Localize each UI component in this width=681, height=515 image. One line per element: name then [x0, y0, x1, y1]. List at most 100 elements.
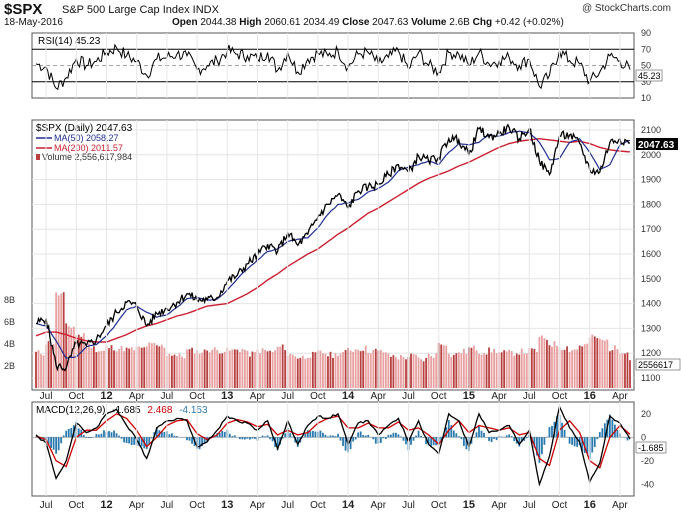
macd-hist-bar — [67, 428, 70, 438]
volume-bar — [354, 349, 357, 388]
macd-hist-bar — [608, 414, 611, 438]
macd-hist-bar — [495, 437, 498, 441]
x-tick-label: Apr — [491, 500, 507, 511]
volume-bar — [608, 351, 611, 388]
volume-bar — [342, 351, 344, 388]
x-tick-label: Oct — [552, 500, 568, 511]
volume-bar — [606, 339, 609, 388]
macd-hist-bar — [344, 437, 347, 451]
macd-hist-bar — [357, 432, 360, 438]
volume-bar — [299, 357, 302, 388]
volume-bar — [480, 354, 483, 388]
volume-bar — [324, 353, 327, 388]
volume-bar — [332, 357, 334, 388]
volume-bar — [90, 348, 93, 388]
macd-hist-bar — [327, 436, 329, 438]
rsi-label: RSI(14) 45.23 — [38, 36, 101, 47]
volume-bar — [322, 353, 324, 388]
volume-bar — [490, 352, 493, 388]
macd-label-group: MACD(12,26,9) -1.685 2.468 -4.153 — [36, 405, 208, 416]
macd-hist-bar — [440, 437, 443, 441]
copyright[interactable]: @ StockCharts.com — [581, 3, 671, 14]
volume-bar — [624, 353, 626, 388]
price-tick-label: 1800 — [641, 199, 661, 209]
x-tick-label-mid: Oct — [552, 391, 568, 402]
macd-hist-bar — [367, 434, 370, 438]
volume-bar — [389, 356, 392, 388]
volume-bar — [125, 347, 128, 388]
macd-panel: 20 0 -20 -40 MACD(12,26,9) -1.685 2.468 -4.… — [31, 401, 667, 497]
volume-bar — [40, 354, 42, 388]
volume-bar — [530, 348, 533, 388]
x-axis: Jul Jul Oct Oct 12 12 Apr Apr Jul Jul Oct Oct 13 13 Ap… — [40, 33, 628, 511]
volume-bar — [422, 361, 425, 388]
volume-bar — [231, 349, 234, 388]
legend-volume: Volume 2,556,617,984 — [42, 152, 132, 162]
volume-bar — [145, 346, 148, 388]
macd-hist-bar — [264, 436, 266, 438]
macd-hist-bar — [176, 436, 178, 438]
volume-bar — [35, 351, 37, 388]
macd-hist-bar — [513, 437, 516, 442]
volume-bar — [62, 292, 65, 388]
macd-hist-bar — [145, 437, 148, 450]
volume-bar — [367, 352, 370, 388]
macd-hist-bar — [168, 434, 171, 438]
volume-bar — [440, 344, 443, 388]
volume-bar — [198, 353, 201, 388]
macd-hist-bar — [541, 437, 543, 455]
macd-hist-bar — [228, 433, 231, 438]
macd-hist-bar — [596, 437, 599, 440]
high-label: High — [239, 17, 262, 28]
close-value: 2047.63 — [372, 17, 409, 28]
macd-hist-bar — [244, 437, 246, 440]
price-legend: $SPX (Daily) 2047.63 MA(50) 2058.27 MA(2… — [36, 123, 133, 162]
x-tick-label: Apr — [250, 500, 266, 511]
volume-bar — [140, 347, 143, 388]
volume-bar — [143, 347, 146, 388]
volume-bar — [344, 349, 347, 388]
volume-bar — [400, 354, 402, 388]
volume-bar — [520, 348, 523, 388]
x-tick-label-mid: 16 — [584, 390, 596, 402]
macd-hist-bar — [591, 437, 594, 453]
macd-hist-bar — [420, 435, 422, 438]
macd-label: MACD(12,26,9) — [36, 405, 105, 416]
x-tick-label-mid: Apr — [612, 391, 628, 402]
macd-hist-bar — [108, 431, 110, 438]
price-tick-label: 1700 — [641, 224, 661, 234]
macd-hist-bar — [593, 437, 596, 448]
volume-bar — [541, 335, 543, 388]
macd-hist-bar — [500, 436, 503, 438]
rsi-current-box — [635, 69, 663, 82]
volume-bar — [465, 353, 468, 388]
volume-bar — [163, 347, 166, 388]
volume-bar — [475, 350, 478, 388]
macd-hist-bar — [387, 434, 390, 438]
volume-bar — [598, 338, 601, 388]
volume-bar — [510, 351, 513, 388]
macd-hist-bar — [389, 434, 392, 438]
macd-hist-bar — [349, 437, 352, 450]
volume-tick-label: 2B — [4, 361, 15, 371]
chg-value: +0.42 (+0.02%) — [494, 17, 564, 28]
macd-hist-bar — [238, 437, 241, 440]
volume-bar — [626, 352, 629, 388]
volume-bar — [566, 346, 568, 388]
x-tick-label-mid: 12 — [100, 390, 112, 402]
macd-current-value: -1.685 — [638, 443, 664, 453]
volume-bar — [513, 355, 516, 388]
macd-hist-bar — [118, 435, 120, 438]
macd-hist-bar — [556, 416, 558, 438]
macd-hist-bar — [561, 422, 563, 438]
volume-bar — [334, 353, 337, 388]
volume-bar — [611, 350, 614, 388]
volume-bar — [155, 345, 158, 388]
macd-hist-bar — [291, 436, 294, 438]
volume-bar — [573, 349, 576, 388]
macd-hist-bar — [332, 435, 334, 438]
volume-bar — [133, 350, 136, 388]
macd-hist-bar — [432, 437, 435, 446]
volume-bar — [171, 355, 173, 388]
